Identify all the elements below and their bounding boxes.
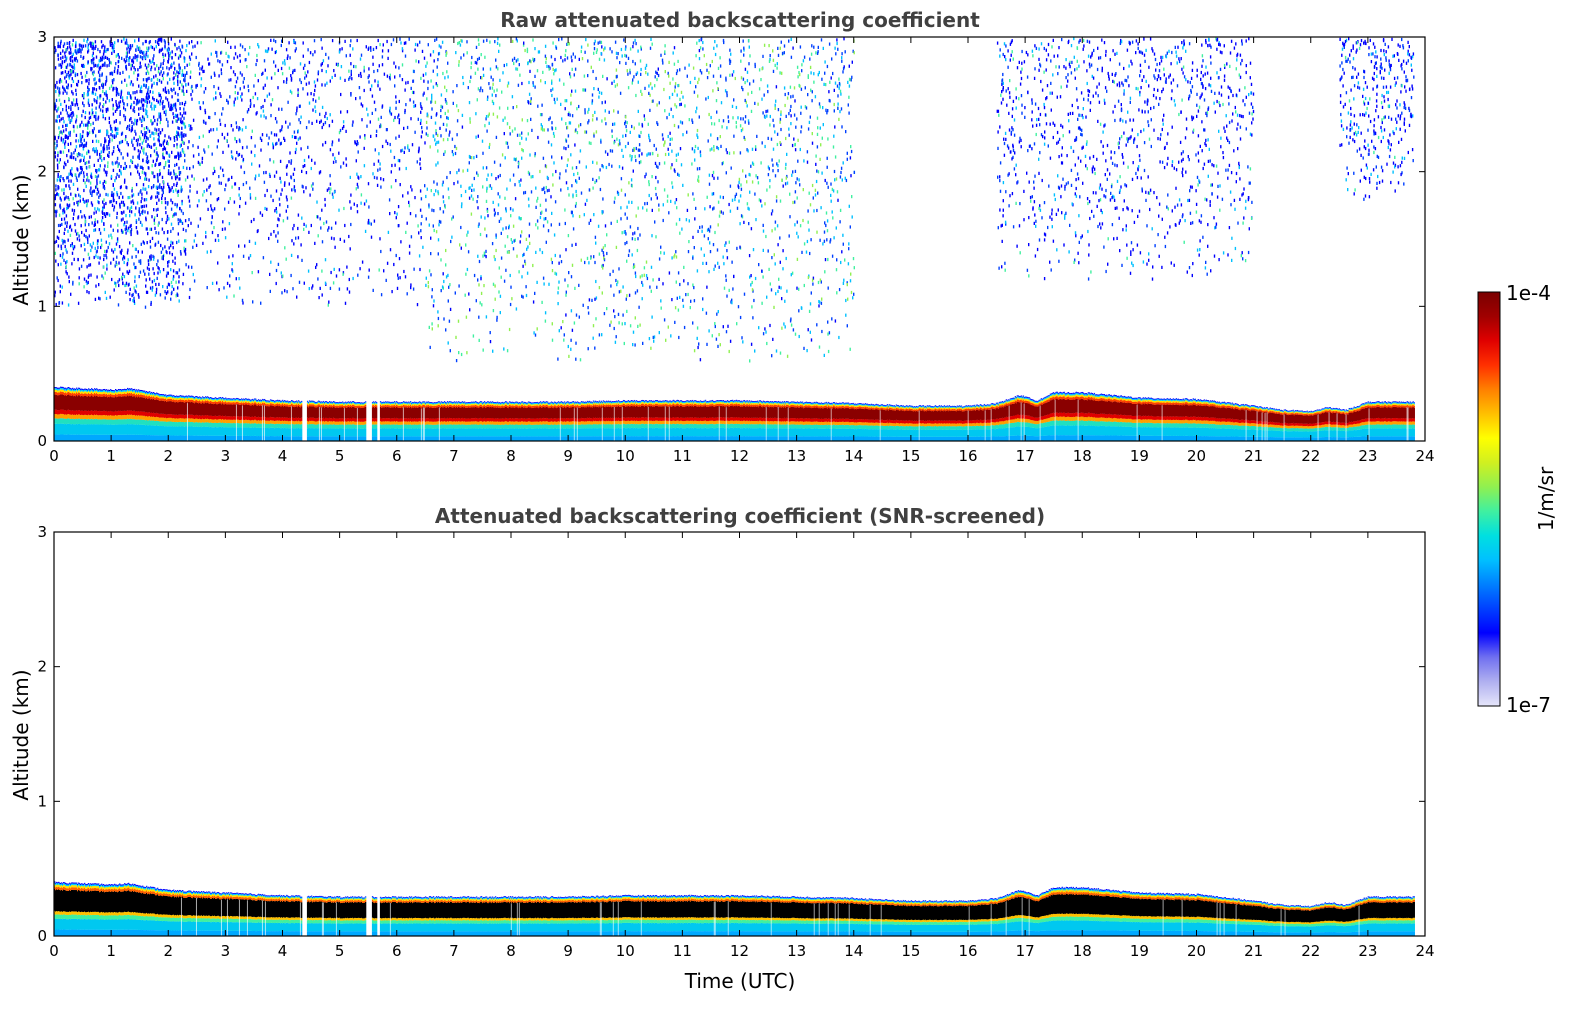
colorbar-unit-label: 1/m/sr: [1534, 466, 1558, 531]
x-tick-label: 11: [673, 447, 692, 465]
aerosol-layer: [54, 881, 1415, 936]
snr-screened-backscatter-panel: Attenuated backscattering coefficient (S…: [9, 504, 1435, 993]
x-tick-label: 22: [1301, 942, 1320, 960]
x-tick-label: 20: [1187, 447, 1206, 465]
x-tick-label: 5: [335, 447, 345, 465]
x-tick-label: 6: [392, 942, 402, 960]
colorbar-gradient: [1477, 291, 1501, 707]
colorbar: 1e-4 1e-7 1/m/sr: [1477, 281, 1558, 717]
x-tick-label: 18: [1073, 447, 1092, 465]
x-tick-label: 2: [163, 942, 173, 960]
y-axis-label: Altitude (km): [9, 174, 33, 305]
x-tick-label: 9: [563, 447, 573, 465]
x-tick-label: 12: [730, 447, 749, 465]
x-tick-label: 6: [392, 447, 402, 465]
raw-backscatter-panel: Raw attenuated backscattering coefficien…: [9, 8, 1435, 465]
x-tick-label: 14: [844, 942, 863, 960]
x-axis-label: Time (UTC): [684, 969, 796, 993]
x-tick-label: 11: [673, 942, 692, 960]
x-tick-label: 10: [616, 447, 635, 465]
x-tick-label: 8: [506, 942, 516, 960]
x-tick-label: 19: [1130, 942, 1149, 960]
x-tick-label: 18: [1073, 942, 1092, 960]
x-tick-label: 19: [1130, 447, 1149, 465]
x-tick-label: 16: [958, 447, 977, 465]
x-tick-label: 22: [1301, 447, 1320, 465]
x-tick-label: 20: [1187, 942, 1206, 960]
x-tick-label: 23: [1358, 447, 1377, 465]
colorbar-min-label: 1e-7: [1506, 693, 1551, 717]
x-tick-label: 1: [106, 942, 116, 960]
heatmap-area: [54, 37, 1425, 441]
x-tick-label: 23: [1358, 942, 1377, 960]
y-tick-label: 0: [37, 927, 47, 945]
x-tick-label: 12: [730, 942, 749, 960]
x-tick-label: 13: [787, 447, 806, 465]
y-tick-label: 2: [37, 658, 47, 676]
plot-background: [54, 37, 1425, 441]
x-tick-label: 5: [335, 942, 345, 960]
x-tick-label: 4: [278, 447, 288, 465]
x-tick-label: 21: [1244, 447, 1263, 465]
colorbar-max-label: 1e-4: [1506, 281, 1551, 305]
x-tick-label: 3: [221, 447, 231, 465]
x-tick-label: 21: [1244, 942, 1263, 960]
axes: 0 1 2 3 4 5 6 7 8 9 10 11 12 13 14 15 16 17 18 19 20 21 22 23 24…: [37, 523, 1434, 960]
x-tick-label: 14: [844, 447, 863, 465]
y-tick-label: 1: [37, 297, 47, 315]
x-tick-label: 7: [449, 447, 459, 465]
heatmap-area: [54, 532, 1425, 936]
x-tick-label: 10: [616, 942, 635, 960]
x-tick-label: 3: [221, 942, 231, 960]
plot-background: [54, 532, 1425, 936]
x-tick-label: 0: [49, 447, 59, 465]
x-tick-label: 9: [563, 942, 573, 960]
x-tick-label: 17: [1016, 447, 1035, 465]
x-tick-label: 8: [506, 447, 516, 465]
aerosol-layer: [54, 386, 1415, 441]
x-tick-label: 0: [49, 942, 59, 960]
x-tick-label: 17: [1016, 942, 1035, 960]
x-tick-label: 16: [958, 942, 977, 960]
x-tick-label: 4: [278, 942, 288, 960]
x-tick-label: 15: [901, 447, 920, 465]
panel-title: Raw attenuated backscattering coefficien…: [500, 8, 980, 32]
panel-title: Attenuated backscattering coefficient (S…: [435, 504, 1045, 528]
x-tick-label: 7: [449, 942, 459, 960]
x-tick-label: 13: [787, 942, 806, 960]
y-tick-label: 2: [37, 163, 47, 181]
x-tick-label: 24: [1415, 447, 1434, 465]
y-tick-label: 0: [37, 432, 47, 450]
x-tick-label: 15: [901, 942, 920, 960]
x-tick-label: 24: [1415, 942, 1434, 960]
y-tick-label: 3: [37, 523, 47, 541]
y-tick-label: 1: [37, 792, 47, 810]
x-tick-label: 2: [163, 447, 173, 465]
y-tick-label: 3: [37, 28, 47, 46]
y-axis-label: Altitude (km): [9, 669, 33, 800]
x-tick-label: 1: [106, 447, 116, 465]
axes: 0 1 2 3 4 5 6 7 8 9 10 11 12 13 14 15 16 17 18 19 20 21 22 23 24…: [37, 28, 1434, 465]
noise-speckles: [54, 37, 1415, 363]
